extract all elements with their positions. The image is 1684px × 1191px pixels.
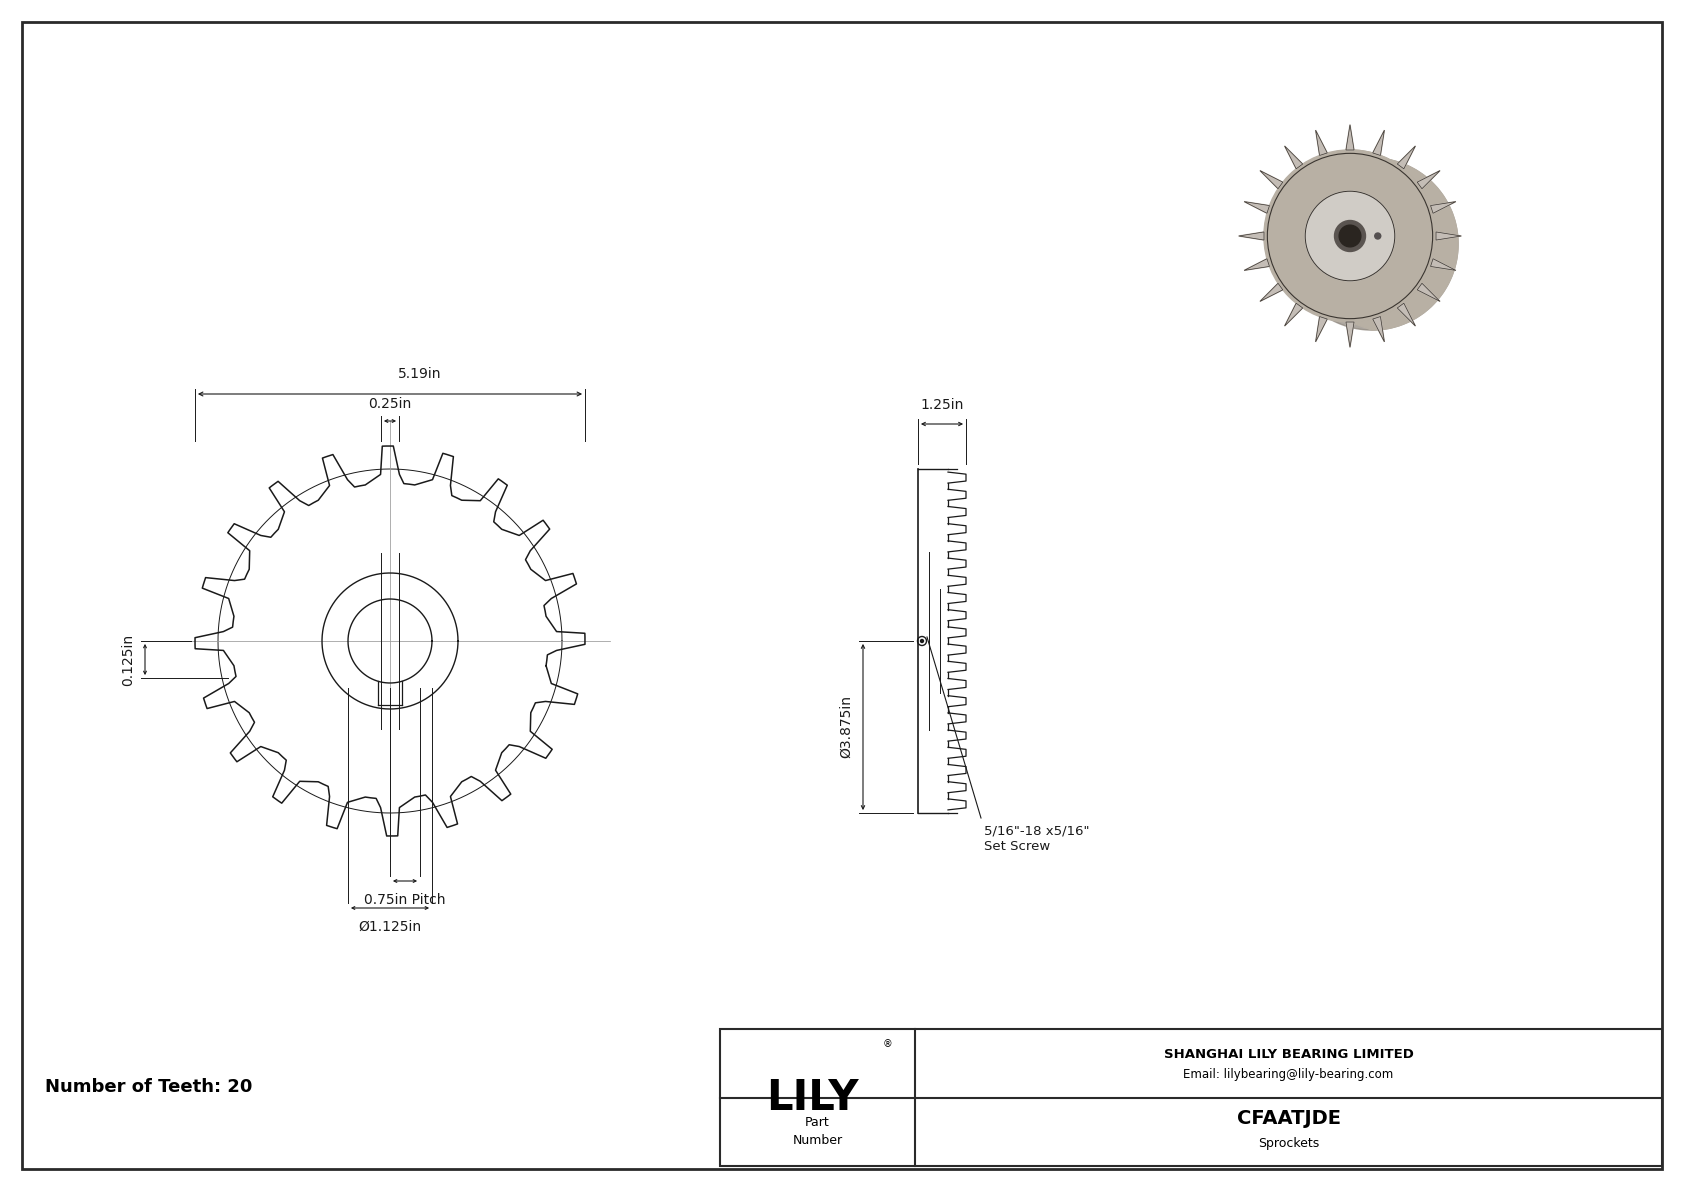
Polygon shape <box>1351 150 1458 330</box>
Circle shape <box>1374 233 1381 239</box>
Polygon shape <box>1398 146 1416 169</box>
Text: SHANGHAI LILY BEARING LIMITED: SHANGHAI LILY BEARING LIMITED <box>1164 1048 1413 1061</box>
Text: Ø3.875in: Ø3.875in <box>839 696 854 759</box>
Polygon shape <box>1436 232 1462 241</box>
Polygon shape <box>1418 170 1440 188</box>
Polygon shape <box>1430 258 1457 270</box>
Text: CFAATJDE: CFAATJDE <box>1236 1109 1340 1128</box>
Circle shape <box>1339 225 1361 247</box>
Polygon shape <box>1346 125 1354 150</box>
Text: Email: lilybearing@lily-bearing.com: Email: lilybearing@lily-bearing.com <box>1184 1068 1394 1080</box>
Polygon shape <box>1346 322 1354 348</box>
Text: Sprockets: Sprockets <box>1258 1137 1319 1151</box>
Text: Part
Number: Part Number <box>793 1116 842 1147</box>
Polygon shape <box>1285 146 1303 169</box>
Polygon shape <box>1430 201 1457 213</box>
Text: 5.19in: 5.19in <box>397 367 441 381</box>
Circle shape <box>1265 150 1436 322</box>
Bar <box>721 1029 1662 1166</box>
Polygon shape <box>1372 130 1384 156</box>
Text: 0.25in: 0.25in <box>369 397 411 411</box>
Polygon shape <box>1239 232 1265 241</box>
Polygon shape <box>1287 158 1458 330</box>
Text: Number of Teeth: 20: Number of Teeth: 20 <box>45 1078 253 1096</box>
Circle shape <box>1305 192 1394 281</box>
Circle shape <box>921 640 923 642</box>
Polygon shape <box>1260 170 1283 188</box>
Text: LILY: LILY <box>766 1077 859 1118</box>
Text: Ø1.125in: Ø1.125in <box>359 919 421 934</box>
Text: 0.125in: 0.125in <box>121 634 135 686</box>
Polygon shape <box>1244 201 1270 213</box>
Text: 1.25in: 1.25in <box>921 398 963 412</box>
Text: ®: ® <box>882 1039 893 1049</box>
Polygon shape <box>1418 283 1440 301</box>
Circle shape <box>1334 220 1366 251</box>
Circle shape <box>1268 154 1433 319</box>
Text: 0.75in Pitch: 0.75in Pitch <box>364 893 446 908</box>
Polygon shape <box>1315 130 1327 156</box>
Text: 5/16"-18 x5/16"
Set Screw: 5/16"-18 x5/16" Set Screw <box>983 825 1090 853</box>
Polygon shape <box>1260 283 1283 301</box>
Polygon shape <box>1372 317 1384 342</box>
Polygon shape <box>1315 317 1327 342</box>
Polygon shape <box>1244 258 1270 270</box>
Polygon shape <box>1285 304 1303 326</box>
Polygon shape <box>1398 304 1416 326</box>
